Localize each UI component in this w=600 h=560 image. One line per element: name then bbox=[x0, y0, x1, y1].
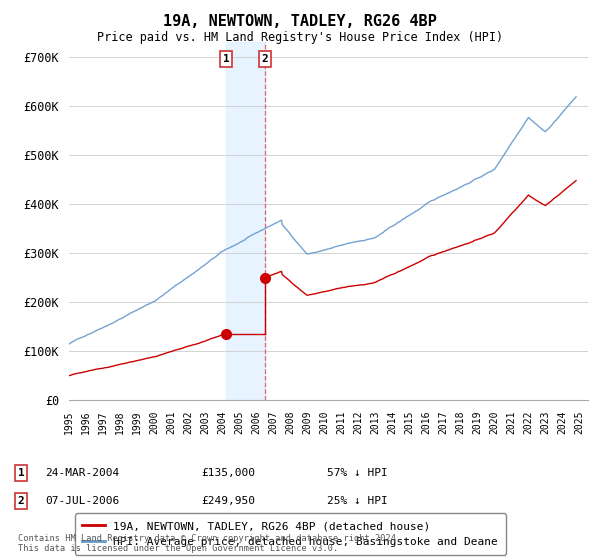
Text: £135,000: £135,000 bbox=[201, 468, 255, 478]
Text: 25% ↓ HPI: 25% ↓ HPI bbox=[327, 496, 388, 506]
Text: 2: 2 bbox=[17, 496, 25, 506]
Text: 57% ↓ HPI: 57% ↓ HPI bbox=[327, 468, 388, 478]
Text: Price paid vs. HM Land Registry's House Price Index (HPI): Price paid vs. HM Land Registry's House … bbox=[97, 31, 503, 44]
Text: Contains HM Land Registry data © Crown copyright and database right 2024.
This d: Contains HM Land Registry data © Crown c… bbox=[18, 534, 401, 553]
Text: 24-MAR-2004: 24-MAR-2004 bbox=[45, 468, 119, 478]
Text: 1: 1 bbox=[17, 468, 25, 478]
Text: 1: 1 bbox=[223, 54, 229, 64]
Legend: 19A, NEWTOWN, TADLEY, RG26 4BP (detached house), HPI: Average price, detached ho: 19A, NEWTOWN, TADLEY, RG26 4BP (detached… bbox=[74, 514, 506, 554]
Text: £249,950: £249,950 bbox=[201, 496, 255, 506]
Text: 19A, NEWTOWN, TADLEY, RG26 4BP: 19A, NEWTOWN, TADLEY, RG26 4BP bbox=[163, 14, 437, 29]
Text: 2: 2 bbox=[262, 54, 269, 64]
Bar bbox=[226, 42, 265, 400]
Text: 07-JUL-2006: 07-JUL-2006 bbox=[45, 496, 119, 506]
